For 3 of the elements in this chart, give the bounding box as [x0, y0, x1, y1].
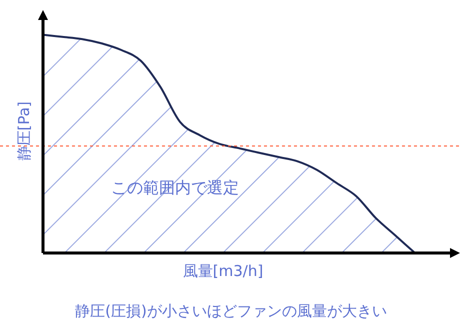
x-axis-title: 風量[m3/h]: [182, 262, 264, 280]
text: 静圧(圧損)が小さいほどファンの風量が大きい: [75, 302, 387, 320]
y-axis-title: 静圧[Pa]: [15, 101, 33, 161]
